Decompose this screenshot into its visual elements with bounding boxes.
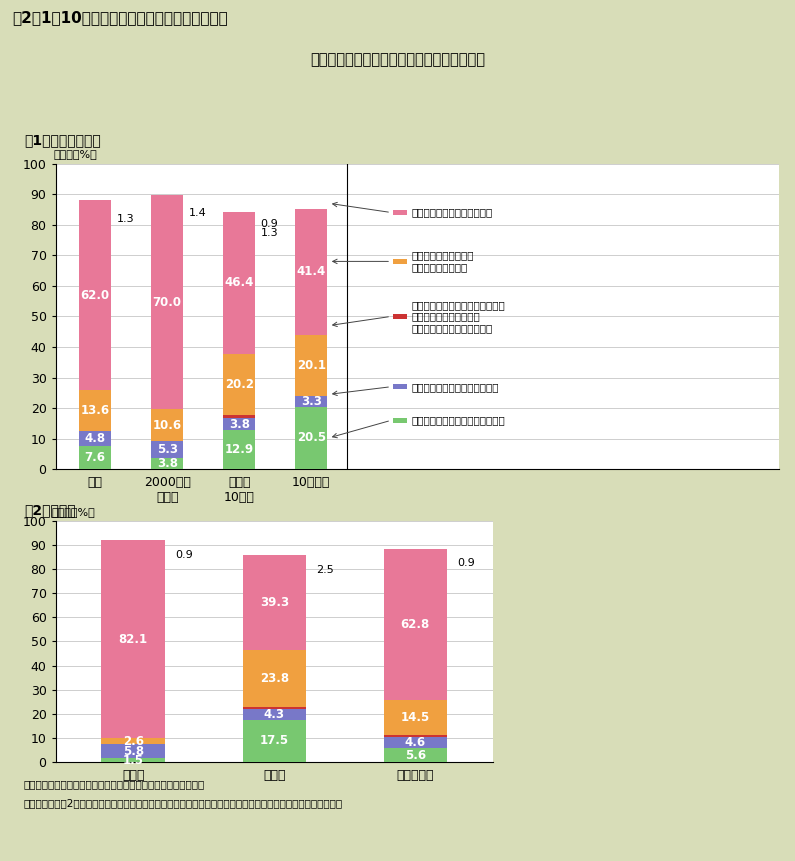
Bar xyxy=(102,540,165,738)
Text: 62.0: 62.0 xyxy=(80,288,110,301)
Text: 2.6: 2.6 xyxy=(122,734,144,747)
Bar xyxy=(242,650,306,707)
Bar xyxy=(384,548,447,700)
Text: 5.8: 5.8 xyxy=(122,745,144,758)
Text: 20.1: 20.1 xyxy=(297,359,326,372)
Text: 39.3: 39.3 xyxy=(260,596,289,609)
Text: 2.5: 2.5 xyxy=(316,565,334,574)
FancyBboxPatch shape xyxy=(393,418,407,423)
Text: 0.9: 0.9 xyxy=(175,549,192,560)
Text: 1.5: 1.5 xyxy=(122,753,144,766)
Bar xyxy=(242,555,306,650)
Text: （備考）１．内閣府「企業行動に関する意識調査」により作成。: （備考）１．内閣府「企業行動に関する意識調査」により作成。 xyxy=(24,779,205,790)
Bar xyxy=(295,208,328,335)
Text: 12.9: 12.9 xyxy=(225,443,254,456)
Text: （割合、%）: （割合、%） xyxy=(52,507,95,517)
Bar xyxy=(295,397,328,406)
Text: 海外からの調達を開始する予定: 海外からの調達を開始する予定 xyxy=(412,381,499,392)
Text: 海外から調達する必要はない: 海外から調達する必要はない xyxy=(412,208,493,218)
Text: 20.2: 20.2 xyxy=(225,378,254,391)
Bar xyxy=(151,458,184,469)
Bar xyxy=(151,195,184,409)
Text: 海外からの調達開始を検討したが
相手先やコストなどから
海外から調達する予定はない: 海外からの調達開始を検討したが 相手先やコストなどから 海外から調達する予定はな… xyxy=(412,300,506,333)
Text: 3.3: 3.3 xyxy=(301,395,322,408)
Text: 5.6: 5.6 xyxy=(405,749,426,762)
Text: 大企業ほど海外からの調達割合を高める予定: 大企業ほど海外からの調達割合を高める予定 xyxy=(310,52,485,66)
Text: 1.3: 1.3 xyxy=(117,214,134,224)
Text: 5.3: 5.3 xyxy=(157,443,178,456)
Bar xyxy=(223,416,255,418)
Text: 41.4: 41.4 xyxy=(297,265,326,278)
Bar xyxy=(79,390,111,431)
FancyBboxPatch shape xyxy=(393,314,407,319)
Bar xyxy=(102,759,165,762)
Text: ２．（2）のサービス業とは、農林水産業、建設業、製造業、金融・保険業を除くすべての業種をいう。: ２．（2）のサービス業とは、農林水産業、建設業、製造業、金融・保険業を除くすべて… xyxy=(24,798,343,808)
Bar xyxy=(295,335,328,397)
Text: 4.6: 4.6 xyxy=(405,736,426,749)
Text: 14.5: 14.5 xyxy=(401,711,430,724)
Bar xyxy=(242,720,306,762)
Text: 1.4: 1.4 xyxy=(188,208,206,219)
Text: 4.8: 4.8 xyxy=(85,432,106,445)
FancyBboxPatch shape xyxy=(393,384,407,389)
Bar xyxy=(223,354,255,416)
FancyBboxPatch shape xyxy=(393,210,407,215)
Text: 3.8: 3.8 xyxy=(157,457,178,470)
Text: 4.3: 4.3 xyxy=(264,708,285,722)
Text: 17.5: 17.5 xyxy=(260,734,289,747)
Text: 13.6: 13.6 xyxy=(80,404,110,417)
Text: 62.8: 62.8 xyxy=(401,618,430,631)
Bar xyxy=(384,737,447,748)
Text: 3.8: 3.8 xyxy=(229,418,250,430)
Text: 20.5: 20.5 xyxy=(297,431,326,444)
Text: 70.0: 70.0 xyxy=(153,295,182,308)
Text: （割合、%）: （割合、%） xyxy=(53,149,97,159)
Bar xyxy=(151,442,184,458)
Text: 0.9: 0.9 xyxy=(457,558,475,568)
Bar xyxy=(384,748,447,762)
Bar xyxy=(223,430,255,469)
Bar xyxy=(102,738,165,745)
Bar xyxy=(384,700,447,735)
Bar xyxy=(242,709,306,720)
Bar xyxy=(384,735,447,737)
Bar xyxy=(223,212,255,354)
Text: 7.6: 7.6 xyxy=(85,451,106,464)
Bar xyxy=(79,201,111,390)
Text: 46.4: 46.4 xyxy=(224,276,254,289)
Bar xyxy=(242,707,306,709)
Bar xyxy=(223,418,255,430)
Text: 海外からの調達割合を高める予定: 海外からの調達割合を高める予定 xyxy=(412,415,506,425)
Text: 第2－1－10図　海外からの調達についての方針: 第2－1－10図 海外からの調達についての方針 xyxy=(12,10,227,26)
Text: （1）資本金規模別: （1）資本金規模別 xyxy=(24,133,101,147)
Text: 10.6: 10.6 xyxy=(153,418,182,431)
Text: 1.3: 1.3 xyxy=(261,228,278,238)
Text: 0.9: 0.9 xyxy=(261,219,278,229)
Bar xyxy=(79,431,111,446)
Text: 23.8: 23.8 xyxy=(260,672,289,685)
Text: （2）業種別: （2）業種別 xyxy=(24,504,76,517)
Bar xyxy=(151,409,184,442)
FancyBboxPatch shape xyxy=(393,259,407,263)
Text: 82.1: 82.1 xyxy=(118,633,148,646)
Bar xyxy=(295,406,328,469)
Bar xyxy=(102,745,165,759)
Bar xyxy=(79,446,111,469)
Text: 海外からの調達割合を
変更する予定はない: 海外からの調達割合を 変更する予定はない xyxy=(412,251,475,272)
